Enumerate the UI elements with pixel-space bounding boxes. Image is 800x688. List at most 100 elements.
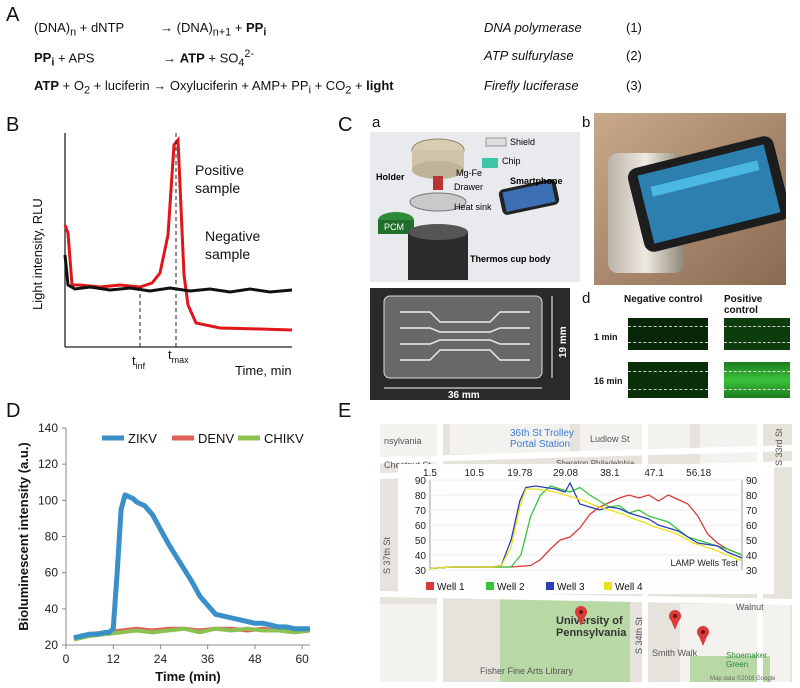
d-xlabel: Time (min) — [155, 669, 221, 684]
e-ytick-label-left: 50 — [415, 536, 427, 547]
e-ytick-label-left: 30 — [415, 566, 427, 577]
e-series-well-2 — [429, 485, 743, 570]
e-legend-label: Well 2 — [497, 582, 525, 593]
e-legend-label: Well 1 — [437, 582, 465, 593]
d-xtick-label: 0 — [63, 652, 70, 666]
e-series-well-1 — [429, 494, 743, 570]
device-photo — [594, 113, 786, 285]
reaction-equation-2: PPi + APS → ATP + SO42- — [34, 48, 255, 69]
e-xtick-label: 29.08 — [553, 468, 578, 479]
microfluidic-chip-photo: 36 mm 19 mm — [370, 288, 570, 400]
thermos-label: Thermos cup body — [470, 254, 551, 264]
smartphone-label: Smartphone — [510, 176, 563, 186]
neg-16min-image — [628, 362, 708, 398]
panel-label-e: E — [338, 400, 352, 422]
e-ytick-label-left: 60 — [415, 521, 427, 532]
walnut-label: Walnut — [736, 602, 764, 612]
drawer-part — [433, 176, 443, 190]
time-label-16min: 16 min — [594, 376, 623, 386]
panel-label-d: D — [6, 400, 21, 422]
sub-label-a: a — [372, 114, 381, 131]
e-legend-swatch — [546, 582, 554, 590]
fisher-library-label: Fisher Fine Arts Library — [480, 666, 574, 676]
b-xlabel: Time, min — [235, 363, 292, 378]
e-xtick-label: 1.5 — [423, 468, 437, 479]
d-ytick-label: 100 — [38, 493, 58, 507]
b-ylabel: Light intensity, RLU — [30, 198, 45, 310]
trolley-station-label: 36th St Trolley Portal Station — [510, 428, 574, 450]
d-xtick-label: 12 — [107, 652, 121, 666]
device-exploded-view: Shield Chip Mg-Fe Smartphone Holder Draw… — [370, 132, 580, 282]
e-chart-title: LAMP Wells Test — [670, 558, 738, 568]
e-legend-swatch — [604, 582, 612, 590]
d-xtick-label: 36 — [201, 652, 215, 666]
pos-1min-image — [724, 318, 790, 350]
tmax-label: tmax — [168, 347, 189, 365]
map-attribution: Map data ©2016 Google — [710, 675, 776, 682]
d-legend-label: ZIKV — [128, 431, 157, 446]
thermos-top — [408, 224, 468, 240]
e-chart-background — [398, 464, 774, 594]
equation-number-3: (3) — [626, 78, 642, 93]
e-ytick-label-right: 90 — [746, 476, 758, 487]
d-ytick-label: 20 — [45, 638, 59, 652]
s34th-label: S 34th St — [634, 616, 644, 654]
d-xtick-label: 48 — [248, 652, 262, 666]
chip-channels — [400, 311, 530, 361]
d-ylabel: Bioluminescent intensity (a.u.) — [16, 442, 31, 631]
e-ytick-label-left: 90 — [415, 476, 427, 487]
pcm-body — [378, 220, 414, 234]
reaction-equation-3: ATP + O2 + luciferin → Oxyluciferin + AM… — [34, 78, 394, 97]
e-ytick-label-left: 70 — [415, 506, 427, 517]
panel-label-b: B — [6, 114, 20, 136]
d-legend-label: DENV — [198, 431, 234, 446]
d-ytick-label: 60 — [45, 566, 59, 580]
negative-control-header: Negative control — [624, 294, 703, 305]
map-pin-2[interactable] — [669, 610, 681, 630]
shoemaker-label: Shoemaker Green — [726, 651, 767, 669]
nsylvania-label: nsylvania — [384, 436, 422, 446]
e-ytick-label-right: 80 — [746, 491, 758, 502]
e-xtick-label: 38.1 — [600, 468, 620, 479]
s37th-label: S 37th St — [382, 536, 392, 574]
heat-sink-label: Heat sink — [454, 202, 492, 212]
negative-sample-label: Negative sample — [205, 228, 260, 262]
chip-body — [383, 295, 543, 379]
e-ytick-label-right: 60 — [746, 521, 758, 532]
e-ytick-label-right: 40 — [746, 551, 758, 562]
d-series-zikv — [73, 492, 310, 641]
d-legend-label: CHIKV — [264, 431, 304, 446]
reaction-equation-1: (DNA)n + dNTP → (DNA)n+1 + PPi — [34, 20, 267, 39]
e-ytick-label-left: 80 — [415, 491, 427, 502]
e-xtick-label: 19.78 — [507, 468, 532, 479]
shield-part — [485, 137, 507, 147]
sub-label-b: b — [582, 114, 591, 131]
smith-walk-label: Smith Walk — [652, 648, 698, 658]
d-ytick-label: 140 — [38, 421, 58, 435]
positive-control-header: Positive control — [724, 294, 763, 316]
smartphone-screen — [502, 182, 556, 212]
neg-1min-image — [628, 318, 708, 350]
map-pin-1[interactable] — [575, 606, 587, 626]
e-ytick-label-right: 70 — [746, 506, 758, 517]
pcm-label: PCM — [384, 222, 404, 232]
d-ytick-label: 120 — [38, 457, 58, 471]
d-ytick-label: 40 — [45, 602, 59, 616]
time-label-1min: 1 min — [594, 332, 618, 342]
shield-label: Shield — [510, 137, 535, 147]
ludlow-label: Ludlow St — [590, 434, 630, 444]
e-ytick-label-right: 50 — [746, 536, 758, 547]
phone-app-bar — [650, 160, 760, 197]
upenn-label: University of Pennsylvania — [556, 615, 627, 639]
map-pin-3[interactable] — [697, 626, 709, 646]
panel-d-chart: 20 40 60 80 100 120 140 0 12 24 36 48 60 Time (min) Bi… — [16, 421, 311, 684]
enzyme-name-2: ATP sulfurylase — [484, 48, 574, 63]
holder-bottom — [412, 161, 464, 179]
d-ytick-label: 80 — [45, 530, 59, 544]
sub-label-d: d — [582, 290, 591, 307]
e-xtick-label: 47.1 — [644, 468, 664, 479]
e-series-well-3 — [429, 481, 743, 570]
e-xtick-label: 56.18 — [686, 468, 711, 479]
e-series-well-4 — [429, 488, 743, 570]
fluorescence-panel: Negative control Positive control 1 min … — [594, 292, 790, 400]
